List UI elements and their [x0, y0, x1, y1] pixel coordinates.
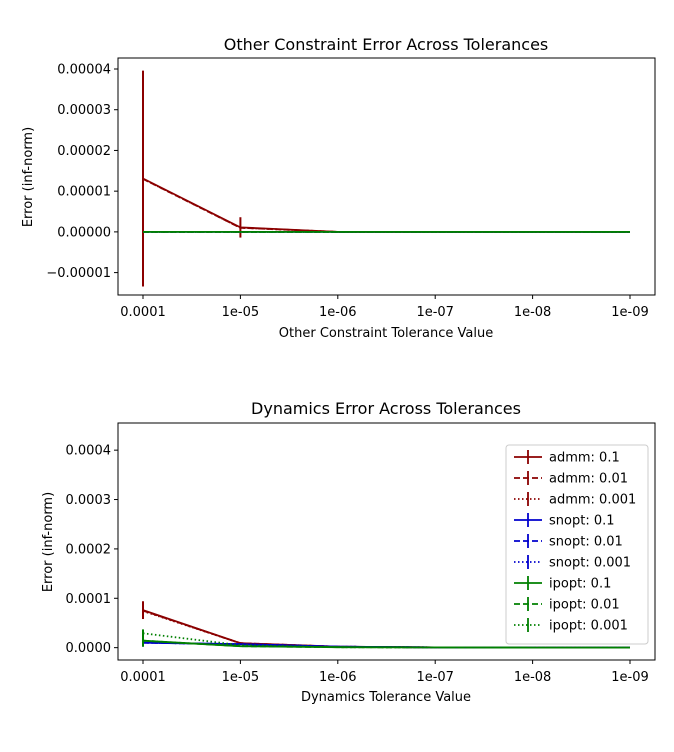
x-axis: 0.0001 1e-05 1e-06 1e-07 1e-08 1e-09	[120, 660, 649, 685]
legend-label: snopt: 0.001	[549, 556, 631, 571]
y-tick-label: −0.00001	[46, 266, 111, 281]
series-line	[142, 641, 630, 649]
y-tick-label: 0.00001	[57, 185, 111, 200]
series-line	[142, 178, 630, 233]
chart-other-constraint-error: Other Constraint Error Across Tolerances…	[21, 35, 656, 341]
axes-frame	[117, 422, 656, 661]
x-tick-label: 1e-09	[611, 670, 649, 685]
legend-label: admm: 0.01	[549, 472, 628, 487]
chart-title: Other Constraint Error Across Tolerances	[224, 35, 549, 54]
legend-label: snopt: 0.1	[549, 514, 615, 529]
y-tick-label: 0.00004	[57, 62, 111, 77]
y-tick-label: 0.0003	[66, 493, 112, 508]
y-tick-label: 0.0001	[66, 592, 112, 607]
y-tick-label: 0.0002	[66, 542, 112, 557]
series-line	[142, 632, 630, 649]
chart-dynamics-error: Dynamics Error Across Tolerances 0.00000…	[41, 399, 656, 705]
axes-frame	[117, 57, 656, 296]
y-axis: 0.0000 0.0001 0.0002 0.0003 0.0004	[66, 444, 118, 656]
legend-box	[505, 444, 649, 645]
plot-area	[142, 70, 630, 287]
y-tick-label: 0.00000	[57, 225, 111, 240]
x-tick-label: 1e-06	[319, 305, 357, 320]
legend-label: ipopt: 0.01	[549, 598, 620, 613]
plot-area	[142, 601, 630, 649]
x-axis-label: Dynamics Tolerance Value	[301, 690, 471, 705]
x-tick-label: 1e-07	[416, 670, 454, 685]
series-line	[142, 177, 630, 233]
x-tick-label: 1e-08	[514, 670, 552, 685]
chart-title: Dynamics Error Across Tolerances	[251, 399, 521, 418]
legend-label: snopt: 0.01	[549, 535, 623, 550]
legend: admm: 0.1 admm: 0.01 admm: 0.001 snopt: 0.1…	[505, 444, 649, 645]
x-tick-label: 1e-05	[222, 670, 260, 685]
x-tick-label: 1e-05	[222, 305, 260, 320]
series-line	[142, 178, 630, 233]
legend-label: admm: 0.1	[549, 451, 620, 466]
legend-label: admm: 0.001	[549, 493, 636, 508]
x-axis: 0.0001 1e-05 1e-06 1e-07 1e-08 1e-09	[120, 295, 649, 320]
x-tick-label: 1e-06	[319, 670, 357, 685]
legend-label: ipopt: 0.001	[549, 619, 628, 634]
y-tick-label: 0.00002	[57, 144, 111, 159]
x-tick-label: 0.0001	[120, 305, 166, 320]
y-axis-label: Error (inf-norm)	[21, 127, 36, 227]
x-axis-label: Other Constraint Tolerance Value	[279, 326, 493, 341]
y-tick-label: 0.00003	[57, 103, 111, 118]
x-tick-label: 0.0001	[120, 670, 166, 685]
legend-label: ipopt: 0.1	[549, 577, 611, 592]
y-axis-label: Error (inf-norm)	[41, 492, 56, 592]
y-tick-label: 0.0004	[66, 444, 112, 459]
x-tick-label: 1e-07	[416, 305, 454, 320]
y-tick-label: 0.0000	[66, 641, 112, 656]
x-tick-label: 1e-08	[514, 305, 552, 320]
x-tick-label: 1e-09	[611, 305, 649, 320]
y-axis: −0.00001 0.00000 0.00001 0.00002 0.00003 0.00…	[46, 62, 118, 281]
